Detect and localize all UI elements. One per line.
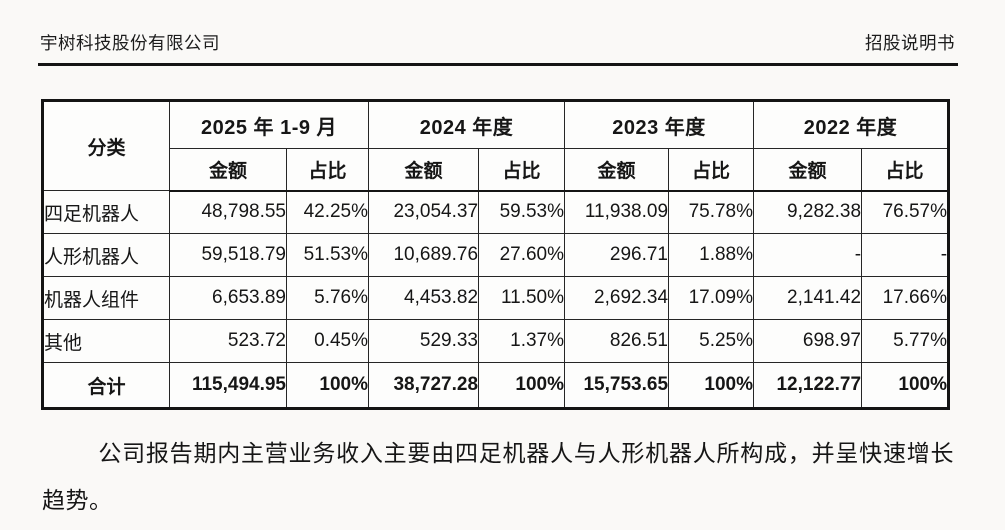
summary-paragraph: 公司报告期内主营业务收入主要由四足机器人与人形机器人所构成，并呈快速增长趋势。 bbox=[42, 441, 954, 513]
table-header-periods: 分类 2025 年 1-9 月 2024 年度 2023 年度 2022 年度 bbox=[42, 100, 950, 191]
amount-header: 金额 bbox=[564, 148, 670, 192]
share-cell: 42.25% bbox=[285, 190, 370, 234]
table-row-components: 机器人组件 6,653.89 5.76% 4,453.82 11.50% 2,6… bbox=[42, 276, 950, 320]
share-cell: - bbox=[861, 233, 950, 277]
document-type-label: 招股说明书 bbox=[865, 33, 955, 53]
revenue-breakdown-table: 分类 2025 年 1-9 月 2024 年度 2023 年度 2022 年度 … bbox=[41, 99, 951, 410]
amount-cell: 2,141.42 bbox=[753, 276, 863, 320]
period-header-2024: 2024 年度 bbox=[368, 100, 566, 149]
amount-cell: 4,453.82 bbox=[368, 276, 480, 320]
table-row-humanoid: 人形机器人 59,518.79 51.53% 10,689.76 27.60% … bbox=[42, 233, 950, 277]
period-header-2025: 2025 年 1-9 月 bbox=[168, 100, 370, 149]
category-header: 分类 bbox=[42, 100, 170, 191]
amount-cell: 11,938.09 bbox=[564, 190, 670, 234]
table-row-other: 其他 523.72 0.45% 529.33 1.37% 826.51 5.25… bbox=[42, 319, 950, 363]
category-cell: 其他 bbox=[42, 319, 170, 363]
share-cell: 5.25% bbox=[668, 319, 755, 363]
share-cell: 100% bbox=[285, 362, 370, 409]
amount-header: 金额 bbox=[368, 148, 480, 192]
table-header-subcolumns: 金额 占比 金额 占比 金额 占比 金额 占比 bbox=[43, 148, 950, 192]
amount-cell: 48,798.55 bbox=[169, 190, 287, 234]
page-header: 宇树科技股份有限公司 招股说明书 bbox=[40, 30, 955, 55]
share-cell: 59.53% bbox=[478, 190, 566, 234]
share-cell: 1.37% bbox=[478, 319, 566, 363]
share-cell: 1.88% bbox=[668, 233, 755, 277]
amount-cell: 523.72 bbox=[169, 319, 287, 363]
header-divider bbox=[38, 63, 958, 66]
amount-cell: 23,054.37 bbox=[368, 190, 480, 234]
amount-cell: - bbox=[753, 233, 863, 277]
amount-header: 金额 bbox=[753, 148, 863, 192]
amount-cell: 9,282.38 bbox=[753, 190, 863, 234]
category-cell: 合计 bbox=[42, 362, 170, 409]
share-header: 占比 bbox=[668, 148, 755, 192]
period-header-2023: 2023 年度 bbox=[564, 100, 755, 149]
share-cell: 100% bbox=[668, 362, 755, 409]
share-cell: 27.60% bbox=[478, 233, 566, 277]
share-cell: 17.66% bbox=[861, 276, 950, 320]
amount-cell: 12,122.77 bbox=[753, 362, 863, 409]
share-cell: 17.09% bbox=[668, 276, 755, 320]
company-name: 宇树科技股份有限公司 bbox=[40, 33, 220, 53]
amount-cell: 826.51 bbox=[564, 319, 670, 363]
amount-cell: 2,692.34 bbox=[564, 276, 670, 320]
amount-cell: 296.71 bbox=[564, 233, 670, 277]
period-header-2022: 2022 年度 bbox=[753, 100, 950, 149]
share-cell: 100% bbox=[861, 362, 950, 409]
share-cell: 76.57% bbox=[861, 190, 950, 234]
share-cell: 11.50% bbox=[478, 276, 566, 320]
amount-header: 金额 bbox=[169, 148, 287, 192]
share-cell: 5.76% bbox=[285, 276, 370, 320]
amount-cell: 38,727.28 bbox=[368, 362, 480, 409]
share-cell: 0.45% bbox=[285, 319, 370, 363]
share-header: 占比 bbox=[478, 148, 566, 192]
amount-cell: 10,689.76 bbox=[368, 233, 480, 277]
amount-cell: 698.97 bbox=[753, 319, 863, 363]
share-cell: 5.77% bbox=[861, 319, 950, 363]
share-header: 占比 bbox=[861, 148, 950, 192]
share-cell: 51.53% bbox=[285, 233, 370, 277]
share-cell: 100% bbox=[478, 362, 566, 409]
table-row-total: 合计 115,494.95 100% 38,727.28 100% 15,753… bbox=[42, 362, 950, 409]
amount-cell: 59,518.79 bbox=[169, 233, 287, 277]
category-cell: 四足机器人 bbox=[42, 190, 170, 234]
share-header: 占比 bbox=[285, 148, 370, 192]
category-cell: 人形机器人 bbox=[42, 233, 170, 277]
share-cell: 75.78% bbox=[668, 190, 755, 234]
amount-cell: 15,753.65 bbox=[564, 362, 670, 409]
amount-cell: 6,653.89 bbox=[169, 276, 287, 320]
category-cell: 机器人组件 bbox=[42, 276, 170, 320]
amount-cell: 115,494.95 bbox=[169, 362, 287, 409]
amount-cell: 529.33 bbox=[368, 319, 480, 363]
table-row-quadruped: 四足机器人 48,798.55 42.25% 23,054.37 59.53% … bbox=[42, 190, 950, 234]
